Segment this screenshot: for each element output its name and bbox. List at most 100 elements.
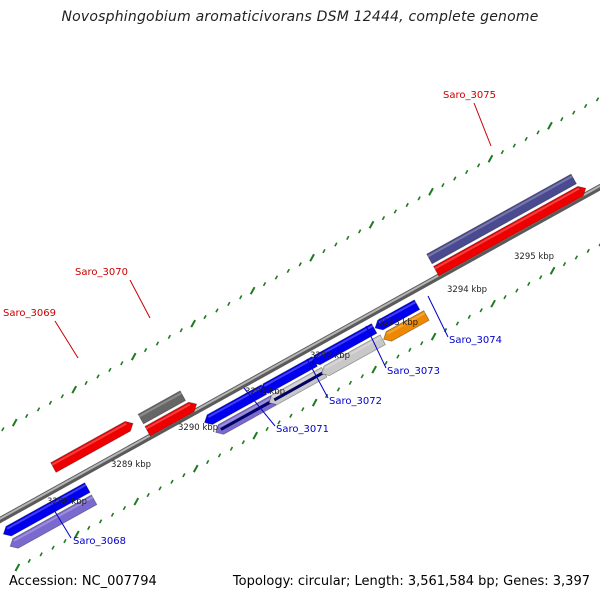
gene-label: Saro_3072 — [329, 396, 382, 407]
reverse-tick-mark — [217, 453, 222, 458]
forward-tick-mark — [203, 314, 207, 320]
forward-tick-mark — [572, 110, 576, 115]
reverse-tick-mark — [598, 242, 600, 247]
reverse-tick-mark — [396, 354, 400, 359]
forward-tick-mark — [428, 187, 434, 196]
gene-label: Saro_3071 — [276, 424, 329, 435]
forward-tick-mark — [357, 229, 362, 234]
kbp-tick-label: 3293 kbp — [378, 318, 418, 328]
reverse-tick-mark — [455, 321, 460, 326]
reverse-tick-mark — [39, 552, 43, 557]
gene-saro-3071-lavender-stripe — [220, 399, 275, 431]
forward-tick-mark — [239, 295, 243, 300]
forward-tick-mark — [143, 347, 148, 353]
reverse-tick-mark — [182, 473, 186, 478]
reverse-tick-mark — [562, 261, 567, 267]
forward-tick-mark — [309, 253, 315, 262]
gene-saro-3075 — [432, 185, 587, 277]
reverse-tick-mark — [289, 413, 293, 418]
reverse-tick-mark — [301, 407, 305, 412]
kbp-tick-label: 3288 kbp — [47, 497, 87, 507]
forward-tick-mark — [155, 341, 160, 346]
reverse-tick-mark — [51, 545, 55, 550]
page-title: Novosphingobium aromaticivorans DSM 1244… — [61, 9, 539, 25]
forward-tick-mark — [381, 215, 386, 221]
gene-saro-3068-shade — [6, 484, 87, 530]
gene-label-leader — [306, 358, 329, 399]
reverse-tick-mark — [336, 387, 341, 392]
reverse-tick-mark — [586, 248, 590, 254]
gene-saro-3075-shade — [434, 187, 580, 270]
reverse-tick-mark — [408, 347, 412, 352]
reverse-tick-mark — [348, 380, 353, 385]
forward-tick-mark — [512, 143, 516, 148]
gene-label: Saro_3068 — [73, 536, 126, 547]
reverse-tick-mark — [539, 275, 543, 280]
reverse-tick-mark — [574, 255, 579, 260]
gene-label-leader — [473, 102, 492, 147]
gene-saro-3068-lavender-shade — [13, 496, 94, 542]
forward-tick-mark — [346, 235, 350, 241]
forward-tick-mark — [286, 268, 290, 274]
reverse-tick-mark — [192, 464, 199, 473]
forward-tick-mark — [453, 176, 457, 181]
genome-summary: Topology: circular; Length: 3,561,584 bp… — [232, 574, 590, 589]
forward-tick-mark — [71, 385, 78, 394]
kbp-tick-label: 3295 kbp — [514, 252, 554, 262]
kbp-tick-label: 3294 kbp — [447, 285, 487, 295]
reverse-tick-mark — [63, 539, 67, 544]
forward-tick-mark — [441, 183, 445, 188]
forward-tick-mark — [334, 242, 338, 247]
forward-tick-mark — [393, 209, 398, 214]
reverse-tick-mark — [503, 294, 507, 300]
gene-label: Saro_3069 — [3, 308, 56, 319]
gene-saro-3070 — [144, 401, 198, 437]
forward-tick-mark — [60, 394, 64, 399]
forward-tick-mark — [465, 169, 469, 175]
gene-saro-3072-gray-stripe — [273, 370, 325, 402]
forward-tick-mark — [120, 361, 124, 366]
reverse-tick-mark — [98, 519, 103, 524]
forward-tick-mark — [487, 154, 494, 163]
forward-tick-mark — [215, 308, 219, 313]
forward-tick-mark — [190, 319, 196, 328]
reverse-tick-mark — [229, 446, 234, 451]
gene-saro-3074-orange — [383, 310, 430, 342]
forward-tick-mark — [11, 418, 18, 427]
genome-backbone — [0, 183, 600, 524]
forward-tick-mark — [298, 262, 302, 267]
kbp-tick-label: 3289 kbp — [111, 460, 151, 470]
reverse-tick-mark — [133, 497, 140, 506]
gene-saro-3069-shade — [51, 422, 127, 466]
gene-label-leader — [129, 279, 151, 319]
forward-tick-mark — [524, 136, 528, 142]
reverse-tick-mark — [265, 426, 269, 432]
forward-tick-mark — [48, 400, 53, 405]
reverse-tick-mark — [122, 506, 127, 511]
gene-saro-3072-shade — [263, 357, 314, 387]
gene-label-leader — [243, 387, 276, 427]
gene-saro-3074-shade — [378, 301, 417, 324]
gene-saro-3073 — [311, 323, 378, 366]
forward-tick-mark — [84, 380, 88, 386]
gene-label-leader — [427, 295, 449, 338]
gene-label: Saro_3073 — [387, 366, 440, 377]
reverse-tick-mark — [360, 374, 364, 379]
gene-saro-3072-gray-shade — [272, 368, 324, 399]
gene-saro-3071-shade — [207, 386, 264, 418]
gene-saro-3074 — [374, 299, 421, 331]
forward-tick-mark — [167, 334, 172, 339]
reverse-tick-mark — [205, 459, 210, 465]
forward-tick-mark — [405, 202, 409, 208]
forward-tick-mark — [249, 286, 256, 295]
forward-tick-mark — [476, 163, 481, 168]
gene-saro-3074-orange-shade — [386, 311, 426, 335]
reverse-tick-mark — [371, 365, 377, 374]
forward-tick-mark — [108, 367, 112, 372]
gene-label: Saro_3075 — [443, 90, 496, 101]
reverse-tick-mark — [158, 486, 162, 491]
forward-tick-mark — [262, 281, 267, 287]
forward-tick-mark — [560, 117, 564, 122]
forward-tick-mark — [1, 427, 5, 432]
